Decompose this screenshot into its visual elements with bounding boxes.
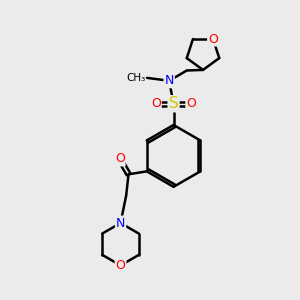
Text: N: N bbox=[116, 217, 125, 230]
Text: O: O bbox=[116, 259, 125, 272]
Text: S: S bbox=[169, 96, 178, 111]
Text: O: O bbox=[208, 32, 218, 46]
Text: O: O bbox=[151, 97, 161, 110]
Text: CH₃: CH₃ bbox=[126, 73, 146, 83]
Text: O: O bbox=[115, 152, 124, 166]
Text: N: N bbox=[164, 74, 174, 87]
Text: O: O bbox=[186, 97, 196, 110]
